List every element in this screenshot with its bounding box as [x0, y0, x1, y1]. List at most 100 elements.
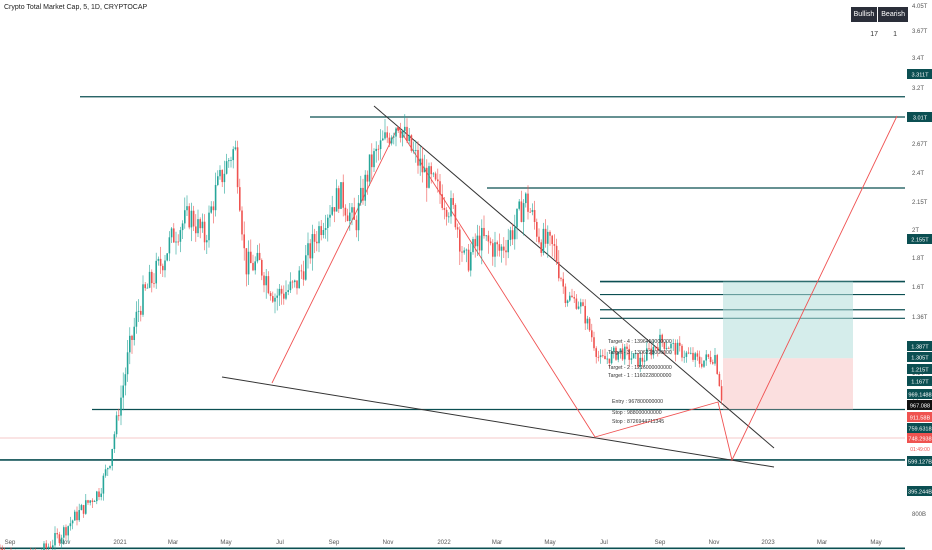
candle-body: [637, 353, 639, 367]
candle-body: [118, 415, 120, 417]
candle-body: [52, 545, 54, 548]
candle-body: [390, 137, 393, 144]
candle-body: [386, 132, 388, 138]
candle-body: [49, 546, 52, 548]
target-label: Target - 3 : 1306228000000: [608, 350, 672, 356]
candle-body: [698, 356, 701, 364]
x-tick-label: Jul: [600, 540, 608, 546]
candle-body: [393, 136, 395, 138]
price-tag: [907, 423, 932, 433]
candle-body: [100, 493, 102, 497]
candle-body: [454, 204, 457, 228]
candle-body: [133, 326, 135, 340]
candle-body: [665, 347, 668, 349]
candle-body: [683, 356, 685, 358]
candle-body: [322, 229, 325, 236]
candle-body: [241, 210, 243, 235]
candle-body: [212, 206, 215, 211]
candle-body: [617, 351, 619, 360]
lower-wedge-line: [221, 376, 775, 468]
candle-body: [192, 210, 195, 227]
candle-body: [654, 346, 657, 348]
candle-body: [190, 210, 193, 228]
candle-body: [514, 227, 516, 240]
x-tick-label: May: [544, 540, 555, 546]
candle-body: [593, 337, 595, 349]
candle-body: [219, 169, 221, 177]
candle-body: [412, 150, 415, 152]
candle-body: [239, 187, 241, 211]
candle-body: [450, 198, 452, 217]
candle-body: [298, 270, 300, 289]
candle-body: [685, 352, 688, 357]
candle-body: [384, 132, 386, 139]
candle-body: [511, 230, 514, 240]
candle-body: [184, 210, 186, 224]
candle-body: [258, 252, 261, 261]
candle-body: [300, 270, 303, 272]
candle-body: [432, 173, 435, 175]
candle-body: [309, 243, 311, 259]
y-tick-label: 2T: [912, 228, 919, 234]
candle-body: [206, 240, 208, 243]
price-tag: [907, 341, 932, 351]
candle-body: [560, 278, 562, 280]
candle-body: [485, 235, 487, 237]
bull-bear-badge: Bullish Bearish: [850, 7, 908, 22]
candle-body: [109, 465, 111, 469]
candle-body: [562, 278, 564, 287]
candle-body: [65, 527, 67, 536]
candle-body: [720, 386, 723, 401]
candle-body: [294, 280, 296, 283]
candle-body: [54, 533, 56, 546]
candle-body: [687, 352, 690, 354]
candle-body: [142, 284, 144, 315]
candle-body: [331, 207, 333, 215]
candle-body: [575, 298, 578, 309]
x-tick-label: May: [220, 540, 231, 546]
candle-body: [714, 355, 716, 364]
price-tag: [907, 234, 932, 244]
candle-body: [357, 202, 360, 231]
target-label: Stop : 8726944711345: [612, 419, 664, 425]
target-label: Entry : 967800000000: [612, 399, 663, 405]
candle-body: [340, 182, 342, 209]
price-tag: [907, 69, 932, 79]
candle-body: [463, 250, 465, 253]
candle-body: [197, 219, 199, 234]
candle-body: [615, 347, 617, 360]
candle-body: [111, 449, 113, 466]
candle-body: [456, 227, 459, 230]
candle-body: [43, 543, 45, 550]
candle-body: [296, 280, 298, 289]
price-tag-label: 1.167T: [911, 379, 929, 385]
candle-body: [467, 249, 470, 271]
candle-body: [107, 468, 109, 470]
price-tag-label: 3.311T: [912, 72, 930, 78]
candle-body: [602, 355, 604, 357]
candle-body: [214, 184, 217, 211]
candle-body: [661, 334, 663, 343]
candle-body: [85, 500, 87, 514]
y-tick-label: 1.6T: [912, 285, 924, 291]
candle-body: [417, 149, 419, 166]
candle-body: [168, 237, 171, 254]
y-tick-label: 1.36T: [912, 315, 928, 321]
x-tick-label: Nov: [709, 540, 720, 546]
candle-body: [115, 415, 118, 435]
y-tick-label: 800B: [912, 512, 926, 518]
candle-body: [256, 252, 259, 262]
y-tick-label: 3.67T: [912, 29, 928, 35]
candle-body: [151, 271, 153, 284]
candle-body: [461, 251, 463, 253]
candle-body: [344, 207, 347, 216]
candle-body: [663, 342, 666, 349]
candle-body: [338, 188, 340, 209]
projection-path: [271, 115, 898, 462]
candle-body: [98, 491, 100, 497]
candle-body: [388, 137, 391, 144]
candle-body: [333, 207, 336, 212]
candle-body: [126, 352, 129, 375]
candle-body: [208, 212, 210, 241]
